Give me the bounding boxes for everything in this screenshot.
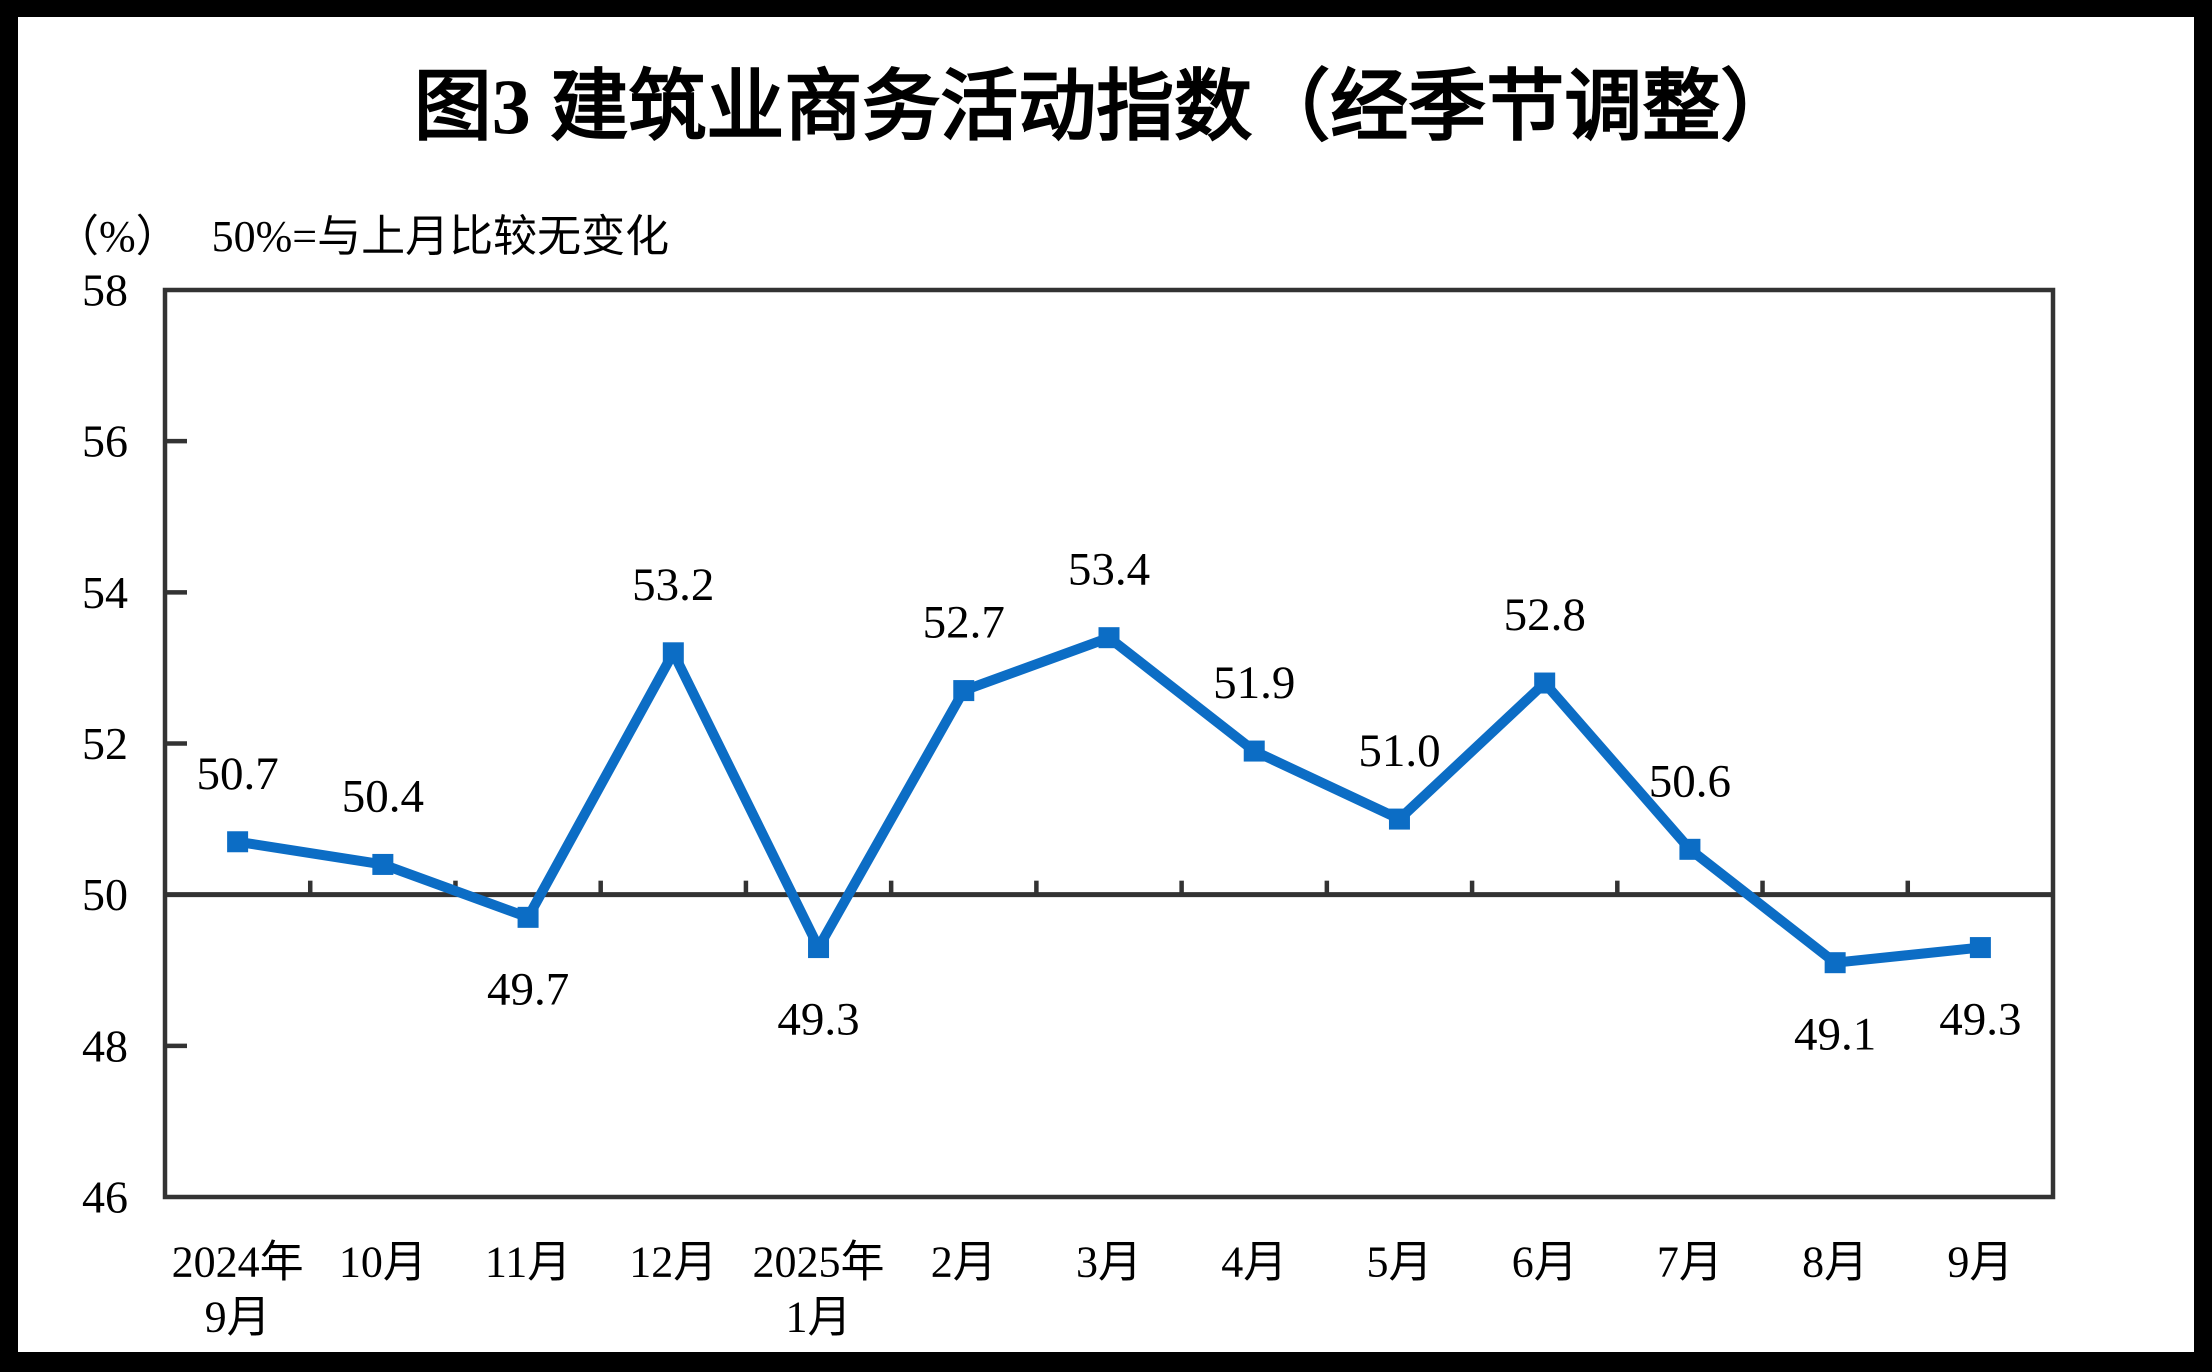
chart-subtitle: （%） 50%=与上月比较无变化 — [55, 200, 669, 264]
chart-title: 图3 建筑业商务活动指数（经季节调整） — [413, 63, 1799, 150]
y-axis-unit-label: （%） — [55, 212, 180, 261]
chart-canvas: 图3 建筑业商务活动指数（经季节调整） （%） 50%=与上月比较无变化 — [18, 17, 2194, 1352]
reference-line-note: 50%=与上月比较无变化 — [211, 212, 670, 261]
